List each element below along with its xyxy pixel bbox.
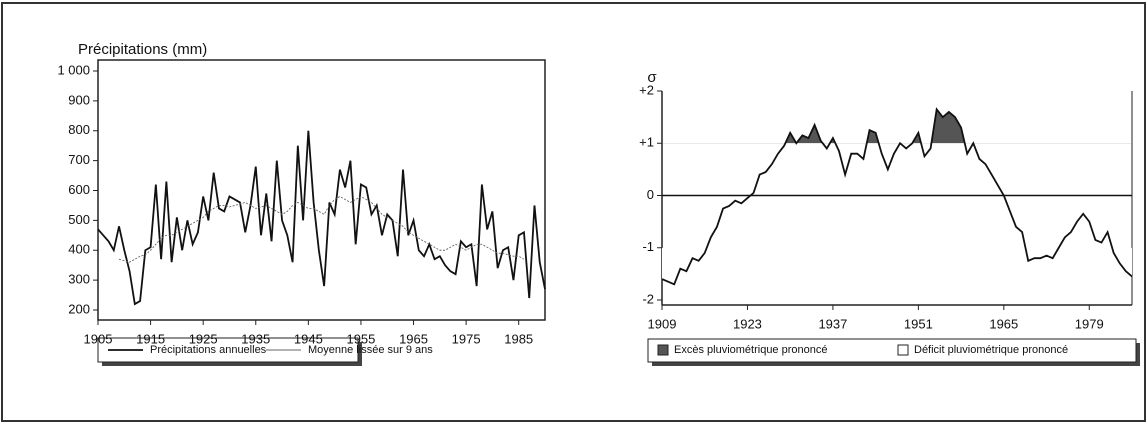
y-tick-label: 700 [68,152,90,167]
y-axis-label: σ [647,69,657,86]
x-tick-label: 1965 [989,316,1018,331]
y-tick-label: 900 [68,92,90,107]
y-tick-label: 300 [68,272,90,287]
y-tick-label: +1 [639,135,654,150]
x-tick-label: 1935 [241,331,270,346]
x-tick-label: 1965 [399,331,428,346]
shaded-area [662,247,1132,285]
shaded-area [662,109,1132,144]
y-tick-label: 600 [68,182,90,197]
x-tick-label: 1975 [452,331,481,346]
y-tick-label: 400 [68,242,90,257]
legend-label: Excès pluviométrique prononcé [674,344,827,356]
legend-swatch [897,344,909,356]
legend-label: Déficit pluviométrique prononcé [914,344,1068,356]
y-tick-label: -1 [642,239,654,254]
y-tick-label: -2 [642,291,654,306]
legend-label: Précipitations annuelles [150,344,267,356]
x-tick-label: 1915 [136,331,165,346]
x-tick-label: 1925 [189,331,218,346]
x-tick-label: 1905 [84,331,113,346]
series-line [661,107,1133,286]
x-tick-label: 1945 [294,331,323,346]
legend-box [97,337,359,363]
legend-swatch [657,344,669,356]
y-tick-label: 200 [68,301,90,316]
series-line [118,195,525,263]
x-tick-label: 1979 [1075,316,1104,331]
y-axis-label: Précipitations (mm) [78,41,207,58]
x-tick-label: 1909 [648,316,677,331]
legend-label: Moyenne lissée sur 9 ans [308,344,433,356]
y-tick-label: 1 000 [57,62,90,77]
x-tick-label: 1937 [818,316,847,331]
legend-box [647,338,1137,363]
y-tick-label: +2 [639,82,654,97]
series-line [97,130,546,306]
x-tick-label: 1951 [904,316,933,331]
y-tick-label: 0 [647,187,654,202]
y-tick-label: 800 [68,122,90,137]
x-tick-label: 1985 [504,331,533,346]
x-tick-label: 1955 [346,331,375,346]
y-tick-label: 500 [68,212,90,227]
x-tick-label: 1923 [733,316,762,331]
